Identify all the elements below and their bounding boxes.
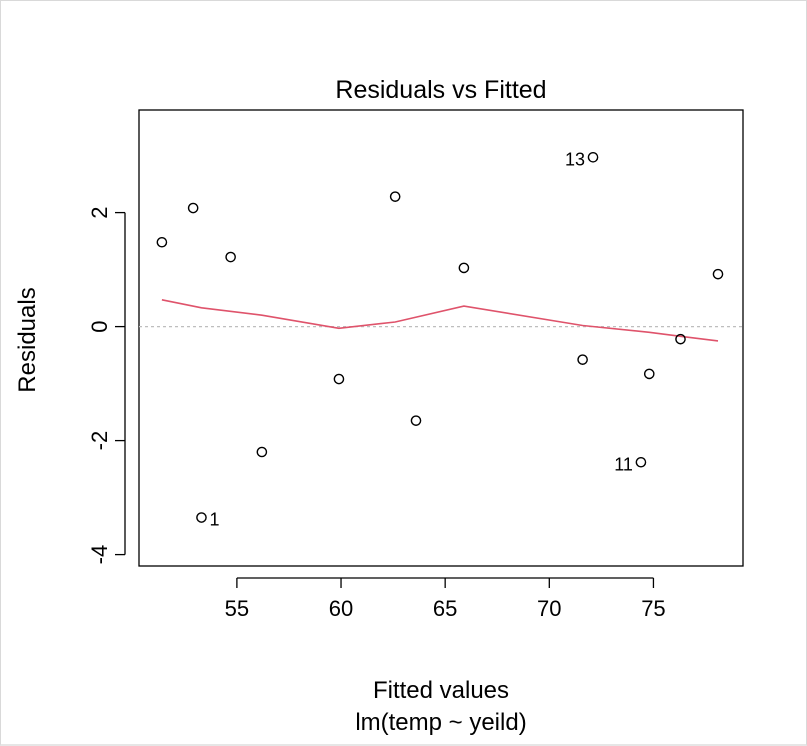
data-point [458,262,470,274]
x-tick-label: 75 [641,596,665,621]
data-point [187,202,199,214]
smooth-trend-line [161,299,719,342]
y-tick-label: -2 [87,431,112,451]
plot-title: Residuals vs Fitted [335,76,546,104]
x-axis: 55 60 65 70 75 [225,577,666,621]
plot-area-border [138,109,744,567]
data-point [410,415,422,426]
x-tick-label: 60 [329,596,353,621]
data-point [156,236,168,248]
y-tick-label: 0 [87,320,112,332]
data-points-layer [156,152,724,523]
data-point [712,268,724,280]
smooth-line-layer [161,299,719,342]
data-point [256,446,268,458]
data-point [333,373,345,385]
x-tick-label: 65 [433,596,457,621]
y-tick-label: 2 [87,206,112,218]
y-axis: -4 -2 0 2 [87,206,126,565]
data-point [675,333,686,345]
point-label: 11 [614,454,633,474]
y-axis-label: Residuals [14,287,41,392]
y-tick-label: -4 [87,545,112,565]
data-point [643,368,655,380]
plot-subtitle: lm(temp ~ yeild) [355,709,526,736]
data-point [196,512,207,523]
data-point [587,152,599,163]
data-point [225,251,236,263]
x-tick-label: 70 [537,596,561,621]
point-label: 1 [209,510,219,530]
data-point [635,456,647,468]
point-label: 13 [565,149,585,169]
x-tick-label: 55 [225,596,249,621]
point-labels-layer: 1 13 11 [209,149,632,529]
x-axis-label: Fitted values [373,677,509,704]
data-point [389,191,401,202]
data-point [577,354,588,365]
